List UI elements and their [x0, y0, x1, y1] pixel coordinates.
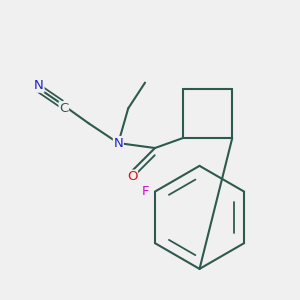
Text: N: N — [113, 136, 123, 150]
Text: O: O — [127, 170, 137, 183]
Text: N: N — [34, 79, 44, 92]
Text: C: C — [59, 102, 68, 115]
Text: F: F — [141, 185, 149, 198]
